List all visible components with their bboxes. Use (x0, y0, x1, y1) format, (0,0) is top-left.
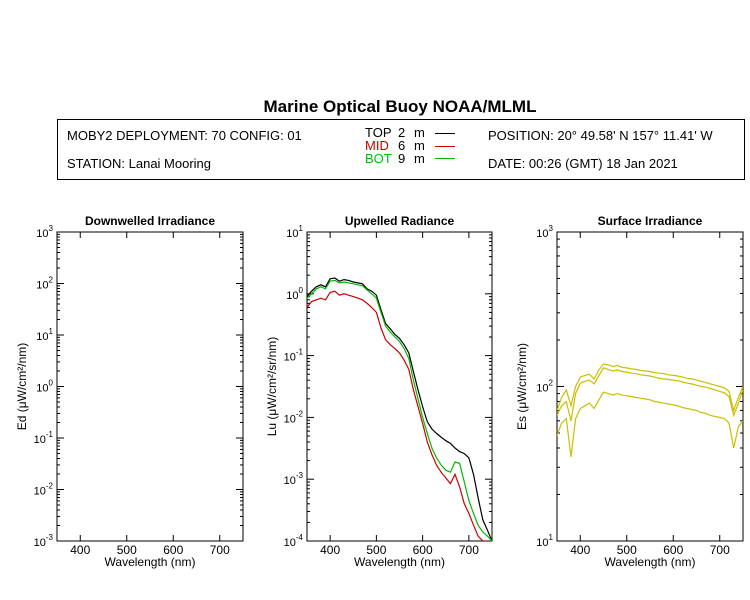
series-line-2 (307, 279, 492, 541)
legend-unit-bot: m (414, 151, 425, 166)
x-tick-label: 400 (570, 543, 590, 557)
x-axis-label: Wavelength (nm) (105, 555, 196, 569)
plot-frame (306, 231, 493, 542)
legend-name-mid: MID (365, 138, 389, 153)
deployment-label: MOBY2 DEPLOYMENT: 70 CONFIG: 01 (67, 128, 302, 143)
x-axis-label: Wavelength (nm) (605, 555, 696, 569)
y-tick-label: 10-4 (284, 533, 304, 549)
series-line-0 (307, 277, 492, 541)
plot-frame (556, 231, 744, 542)
legend-depth-mid: 6 (398, 138, 406, 153)
chart-0: Downwelled Irradiance 400 500 600 700 103 102 1… (15, 214, 244, 569)
x-axis-label: Wavelength (nm) (354, 555, 445, 569)
y-tick-label: 10-1 (284, 348, 304, 364)
y-tick-label: 103 (536, 224, 553, 240)
page-title: Marine Optical Buoy NOAA/MLML (263, 97, 537, 116)
chart-title: Downwelled Irradiance (85, 214, 215, 228)
y-tick-label: 101 (536, 533, 553, 549)
chart-1: Upwelled Radiance 400 500 600 700 101 100 10-1 1… (265, 214, 493, 569)
legend-line-mid (435, 146, 455, 147)
x-tick-label: 500 (366, 543, 386, 557)
legend-depth-bot: 9 (398, 151, 406, 166)
y-tick-label: 100 (36, 379, 53, 395)
legend-unit-top: m (414, 125, 425, 140)
y-tick-label: 100 (286, 286, 303, 302)
y-axis-label: Es (μW/cm²/nm) (515, 343, 529, 430)
legend-name-bot: BOT (365, 151, 392, 166)
x-tick-label: 700 (710, 543, 730, 557)
y-tick-label: 101 (286, 224, 303, 240)
chart-title: Upwelled Radiance (345, 214, 455, 228)
legend-line-top (435, 133, 455, 134)
series-line-0 (557, 363, 743, 413)
series-line-1 (557, 367, 743, 421)
x-tick-label: 600 (663, 543, 683, 557)
series-line-1 (307, 290, 488, 541)
x-tick-label: 700 (459, 543, 479, 557)
chart-title: Surface Irradiance (598, 214, 703, 228)
x-tick-label: 500 (617, 543, 637, 557)
station-label: STATION: Lanai Mooring (67, 156, 212, 171)
legend-line-bot (435, 158, 455, 159)
legend-name-top: TOP (365, 125, 392, 140)
y-tick-label: 10-2 (284, 409, 304, 425)
x-tick-label: 400 (70, 543, 90, 557)
y-tick-label: 10-2 (34, 482, 54, 498)
y-axis-label: Ed (μW/cm²/nm) (15, 343, 29, 431)
deployment-info-box: MOBY2 DEPLOYMENT: 70 CONFIG: 01 STATION:… (57, 119, 745, 180)
legend-unit-mid: m (414, 138, 425, 153)
x-tick-label: 700 (210, 543, 230, 557)
position-label: POSITION: 20° 49.58' N 157° 11.41' W (488, 128, 713, 143)
series-line-2 (557, 391, 743, 457)
x-tick-label: 400 (320, 543, 340, 557)
x-tick-label: 600 (163, 543, 183, 557)
y-tick-label: 101 (36, 327, 53, 343)
y-tick-label: 102 (36, 276, 53, 292)
y-tick-label: 103 (36, 224, 53, 240)
y-axis-label: Lu (μW/cm²/sr/nm) (265, 337, 279, 437)
legend-depth-top: 2 (398, 125, 406, 140)
y-tick-label: 10-3 (284, 471, 304, 487)
x-tick-label: 500 (117, 543, 137, 557)
y-tick-label: 10-3 (34, 533, 54, 549)
y-tick-label: 10-1 (34, 430, 54, 446)
date-label: DATE: 00:26 (GMT) 18 Jan 2021 (488, 156, 678, 171)
plot-frame (56, 231, 244, 542)
y-tick-label: 102 (536, 379, 553, 395)
x-tick-label: 600 (413, 543, 433, 557)
chart-2: Surface Irradiance 400 500 600 700 103 102 101 W… (515, 214, 744, 569)
